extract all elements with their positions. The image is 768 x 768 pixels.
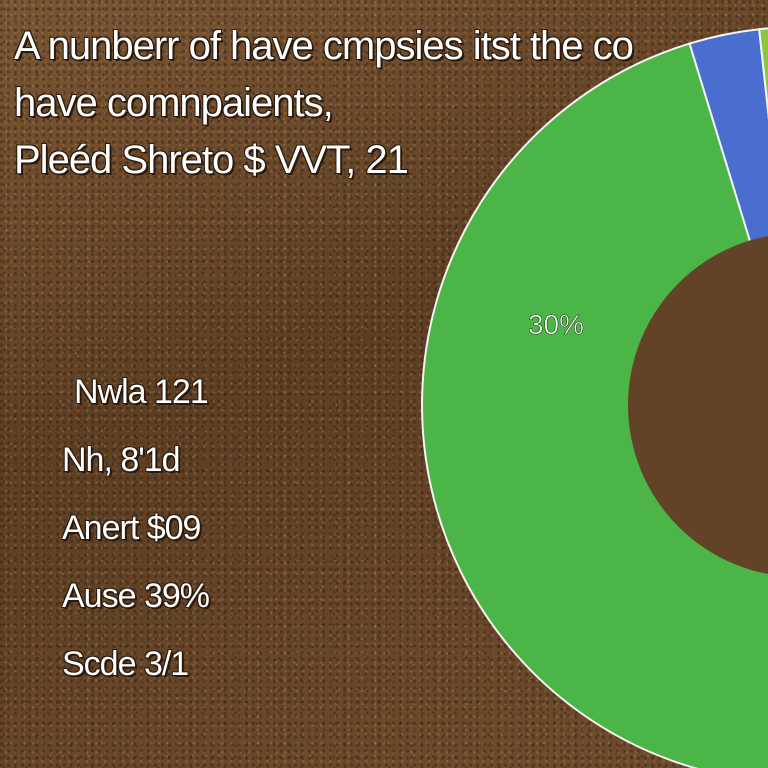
title-line: Pleéd Shreto $ VVT, 21	[14, 138, 409, 182]
donut-slice	[421, 42, 768, 768]
legend-item: Ause 39%	[62, 577, 210, 615]
title-line: have comnpaients,	[14, 81, 334, 125]
legend-item: Scde 3/1	[62, 645, 189, 683]
donut-hole	[628, 236, 768, 574]
donut-slices	[421, 27, 768, 768]
legend-item: Anert $09	[62, 509, 201, 547]
donut-slice	[758, 27, 768, 120]
legend: Nwla 121 Nh, 8'1d Anert $09 Ause 39% Scd…	[62, 368, 252, 708]
legend-item: Nh, 8'1d	[62, 441, 181, 479]
slice-label: 30%	[528, 309, 584, 340]
legend-item: Nwla 121	[74, 373, 209, 411]
title-line: A nunberr of have cmpsies itst the co	[14, 24, 634, 68]
chart-title: A nunberr of have cmpsies itst the co ha…	[14, 18, 768, 189]
